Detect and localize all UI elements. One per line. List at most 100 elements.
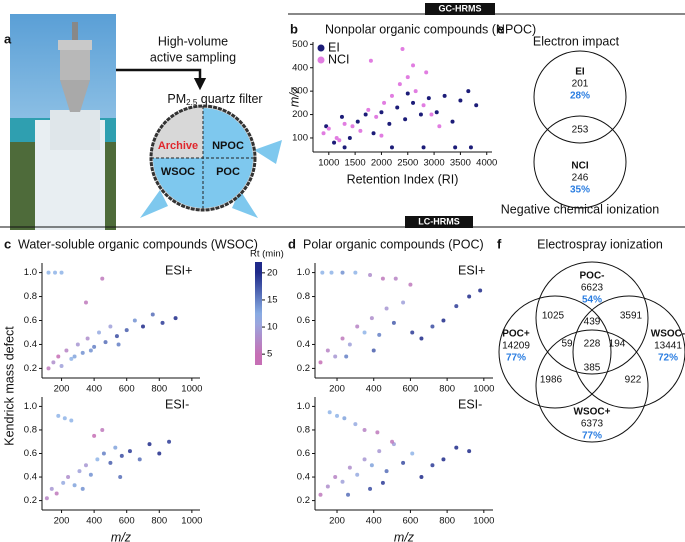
point (410, 330, 415, 335)
venn-count: 201 (572, 79, 589, 90)
x-tick-label: 200 (54, 516, 70, 527)
point (72, 483, 77, 488)
point (327, 410, 332, 415)
point (333, 475, 338, 480)
point (46, 366, 51, 371)
point (384, 306, 389, 311)
x-tick-label: 1000 (181, 516, 202, 527)
venn-count: 6623 (581, 283, 604, 294)
y-tick-label: 0.2 (297, 495, 310, 506)
point (46, 270, 51, 275)
point (437, 124, 442, 129)
point (137, 457, 142, 462)
point (426, 96, 431, 101)
x-axis-label: m/z (394, 530, 415, 542)
point (366, 107, 371, 112)
venn-set: WSOC- (651, 329, 685, 340)
venn-count: 14209 (502, 341, 530, 352)
point (453, 145, 458, 150)
point (51, 360, 56, 365)
point (467, 449, 472, 454)
venn-percent: 77% (582, 431, 602, 442)
x-tick-label: 200 (329, 516, 345, 527)
y-tick-label: 0.2 (297, 363, 310, 374)
point (75, 342, 80, 347)
y-tick-label: 0.2 (24, 363, 37, 374)
panel-label: e (497, 21, 504, 36)
point (340, 336, 345, 341)
point (69, 356, 74, 361)
point (411, 100, 416, 105)
point (371, 348, 376, 353)
point (442, 93, 447, 98)
point (353, 422, 358, 427)
venn-region: 3591 (620, 311, 643, 322)
point (411, 63, 416, 68)
x-tick-label: 1000 (473, 516, 494, 527)
point (474, 103, 479, 108)
point (340, 479, 345, 484)
x-tick-label: 3500 (450, 158, 471, 169)
point (429, 112, 434, 117)
x-tick-label: 400 (86, 516, 102, 527)
point (333, 354, 338, 359)
point (53, 270, 58, 275)
point (88, 472, 93, 477)
x-tick-label: 600 (119, 384, 135, 395)
point (390, 439, 395, 444)
point (410, 451, 415, 456)
point (157, 451, 162, 456)
venn-title: Electron impact (533, 34, 620, 48)
point (92, 433, 97, 438)
point (72, 354, 77, 359)
y-tick-label: 0.6 (24, 315, 37, 326)
point (387, 121, 392, 126)
banner-text: GC-HRMS (439, 3, 482, 13)
charts: 1000 1500 2000 2500 3000 3500 4000 100 200 300 400… (2, 22, 536, 542)
point (478, 288, 483, 293)
y-tick-label: 0.4 (297, 339, 310, 350)
point (408, 282, 413, 287)
caption: High-volume (158, 34, 228, 48)
point (380, 276, 385, 281)
x-tick-label: 400 (86, 384, 102, 395)
point (108, 324, 113, 329)
point (450, 119, 455, 124)
y-tick-label: 1.0 (24, 267, 37, 278)
point (332, 140, 337, 145)
point (393, 276, 398, 281)
point (173, 316, 178, 321)
point (389, 145, 394, 150)
y-tick-label: 0.4 (297, 472, 310, 483)
chart-label: ESI+ (165, 263, 192, 277)
point (391, 320, 396, 325)
venn-percent: 54% (582, 295, 602, 306)
point (405, 91, 410, 96)
chart-title: Water-soluble organic compounds (WSOC) (18, 237, 258, 251)
y-tick-label: 0.6 (297, 315, 310, 326)
point (401, 300, 406, 305)
point (466, 89, 471, 94)
point (389, 93, 394, 98)
chart-title: Nonpolar organic compounds (NPOC) (325, 22, 536, 36)
photo (10, 14, 116, 230)
y-tick-label: 0.8 (297, 291, 310, 302)
y-axis-label: Kendrick mass defect (2, 326, 16, 446)
x-tick-label: 400 (366, 516, 382, 527)
point (377, 332, 382, 337)
point (325, 484, 330, 489)
caption: active sampling (150, 50, 236, 64)
y-tick-label: 0.8 (24, 424, 37, 435)
x-tick-label: 2500 (397, 158, 418, 169)
point (80, 486, 85, 491)
venn-region: 385 (584, 363, 601, 374)
point (95, 457, 100, 462)
point (355, 324, 360, 329)
colorbar-tick-label: 20 (267, 267, 278, 278)
point (77, 469, 82, 474)
x-tick-label: 600 (402, 516, 418, 527)
filter-caption: PM2.5 quartz filter (167, 92, 262, 107)
venn-region: 922 (625, 375, 642, 386)
colorbar (255, 262, 262, 365)
point (347, 465, 352, 470)
